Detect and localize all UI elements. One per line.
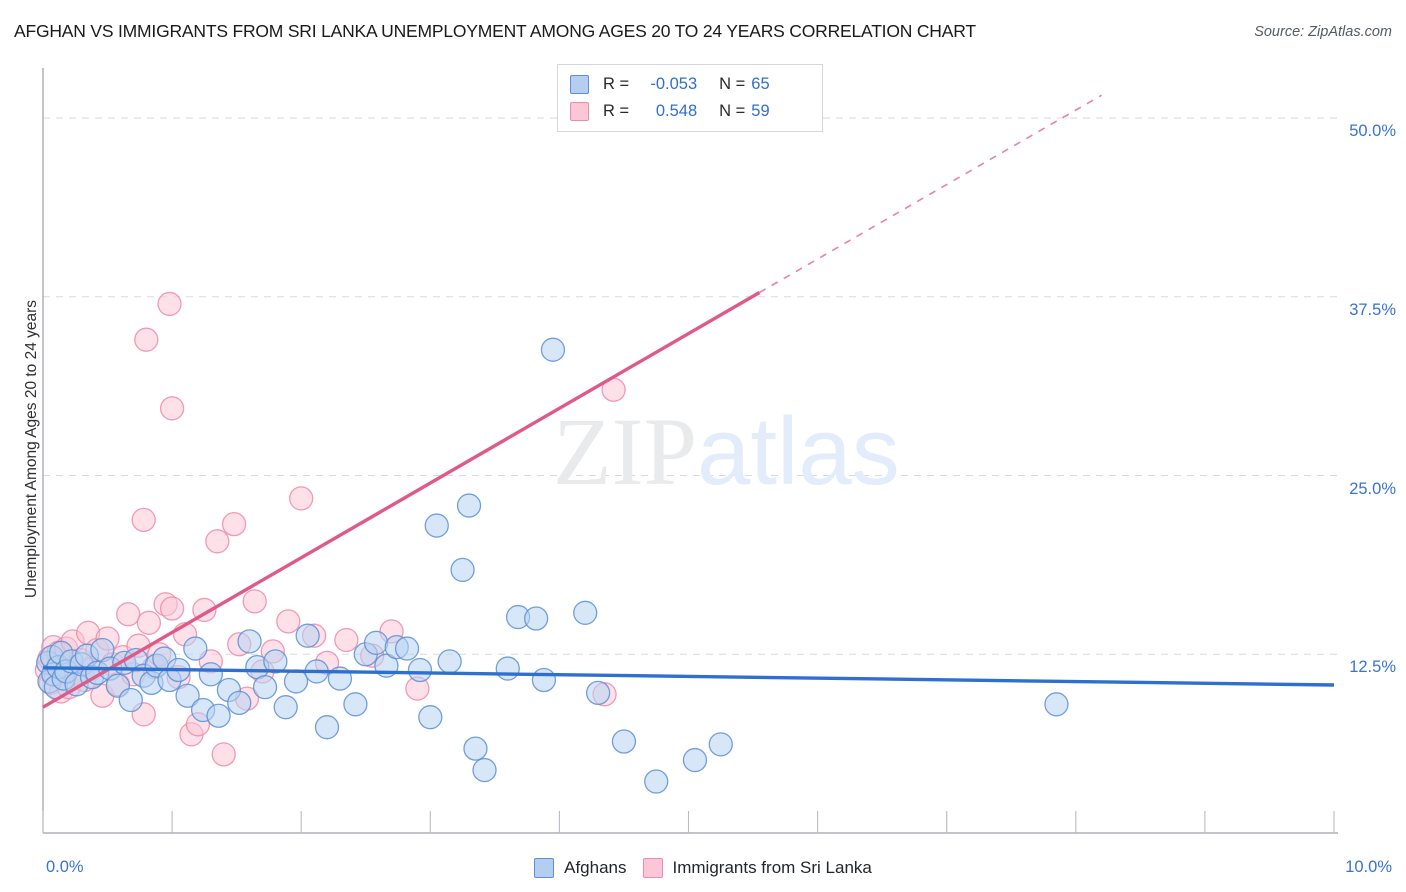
y-tick-label-375: 37.5% — [1349, 300, 1396, 319]
x-tick-label-max: 10.0% — [1345, 858, 1392, 876]
x-tick-label-min: 0.0% — [46, 858, 84, 876]
y-tick-label-250: 25.0% — [1349, 479, 1396, 498]
stats-swatch-afghans — [570, 75, 589, 94]
stats-n-value-sri-lanka: 59 — [751, 102, 770, 120]
stats-row-afghans: R = -0.053 N = 65 — [570, 71, 812, 98]
stats-n-value-afghans: 65 — [751, 75, 770, 93]
axis-lines — [42, 68, 1338, 834]
stats-swatch-sri-lanka — [570, 102, 589, 121]
legend-item-sri-lanka[interactable]: Immigrants from Sri Lanka — [642, 858, 872, 878]
gridlines — [43, 117, 1338, 655]
page-title: AFGHAN VS IMMIGRANTS FROM SRI LANKA UNEM… — [14, 21, 976, 41]
correlation-stats-box: R = -0.053 N = 65 R = 0.548 N = 59 — [557, 64, 823, 132]
x-tick-marks — [42, 811, 1335, 833]
trend-line-sri-lanka — [42, 94, 1103, 709]
stats-n-label-sri-lanka: N = — [719, 102, 746, 120]
stats-r-label-sri-lanka: R = — [603, 102, 630, 120]
stats-r-label-afghans: R = — [603, 75, 630, 93]
legend-swatch-sri-lanka — [642, 858, 663, 878]
y-tick-label-500: 50.0% — [1349, 122, 1396, 141]
legend-label-afghans: Afghans — [564, 858, 627, 877]
stats-row-sri-lanka: R = 0.548 N = 59 — [570, 98, 812, 125]
legend-item-afghans[interactable]: Afghans — [534, 858, 627, 878]
stats-r-value-sri-lanka: 0.548 — [655, 102, 698, 120]
source-label: Source: ZipAtlas.com — [1254, 24, 1392, 40]
stats-r-value-afghans: -0.053 — [650, 75, 698, 93]
stats-n-label-afghans: N = — [719, 75, 746, 93]
series-legend: Afghans Immigrants from Sri Lanka — [0, 858, 1406, 878]
legend-label-sri-lanka: Immigrants from Sri Lanka — [672, 858, 872, 877]
y-tick-label-125: 12.5% — [1349, 658, 1396, 677]
y-axis-title: Unemployment Among Ages 20 to 24 years — [23, 299, 40, 599]
trend-line-afghans — [42, 666, 1335, 687]
legend-swatch-afghans — [534, 858, 555, 878]
